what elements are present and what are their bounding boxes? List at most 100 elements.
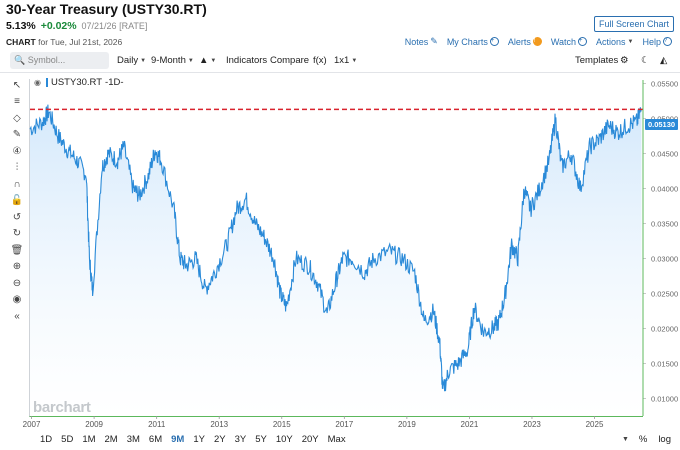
- dark-mode-icon[interactable]: ☾: [641, 55, 650, 66]
- layout-dropdown[interactable]: 1x1 ▼: [334, 55, 357, 66]
- fib-icon[interactable]: ④: [12, 145, 22, 157]
- zoom-in-icon[interactable]: ⊕: [12, 261, 22, 273]
- templates-button[interactable]: Templates: [575, 55, 619, 66]
- redo-icon[interactable]: ↻: [12, 228, 22, 240]
- pen-icon[interactable]: ✎: [12, 129, 22, 141]
- chevron-down-icon[interactable]: ▼: [622, 436, 629, 443]
- range-5d[interactable]: 5D: [61, 434, 74, 445]
- range-3m[interactable]: 3M: [126, 434, 140, 445]
- range-2m[interactable]: 2M: [104, 434, 118, 445]
- chart-frame[interactable]: [29, 79, 643, 417]
- collapse-icon[interactable]: «: [14, 310, 20, 322]
- range-6m[interactable]: 6M: [148, 434, 163, 445]
- my-charts-link[interactable]: My Charts +: [447, 37, 499, 47]
- range-2y[interactable]: 2Y: [213, 434, 226, 445]
- x-tick-label: 2025: [586, 420, 604, 429]
- zoom-out-icon[interactable]: ⊖: [12, 277, 22, 289]
- shapes-icon[interactable]: ◇: [13, 112, 21, 124]
- range-1d[interactable]: 1D: [40, 434, 53, 445]
- plus-icon: +: [578, 37, 588, 46]
- chart-legend[interactable]: ◉ USTY30.RT -1D-: [34, 77, 124, 88]
- help-icon: ?: [663, 37, 672, 46]
- gear-icon[interactable]: ⚙: [620, 55, 629, 66]
- chart-label: CHART: [6, 37, 36, 47]
- period-dropdown[interactable]: 9-Month ▼: [151, 55, 194, 66]
- range-max[interactable]: Max: [327, 434, 346, 445]
- magnet-icon[interactable]: ∩: [13, 178, 21, 190]
- pattern-icon[interactable]: ⫶: [15, 162, 19, 174]
- trash-icon[interactable]: 🗑: [10, 244, 24, 256]
- alerts-label: Alerts: [507, 36, 531, 47]
- top-links: Notes ✎ My Charts + Alerts! Watch + Actions…: [405, 36, 672, 47]
- x-tick-label: 2023: [523, 420, 541, 429]
- search-icon: 🔍: [14, 55, 26, 65]
- help-link[interactable]: Help?: [642, 37, 672, 47]
- period-label: 9-Month: [151, 55, 186, 66]
- watch-link[interactable]: Watch +: [550, 36, 588, 47]
- range-5y[interactable]: 5Y: [255, 434, 267, 445]
- x-tick-label: 2009: [85, 420, 103, 429]
- fullscreen-button[interactable]: Full Screen Chart: [593, 16, 674, 32]
- quote-meta: 07/21/26 [RATE]: [81, 21, 148, 31]
- y-tick-label: 0.03500: [651, 220, 678, 229]
- function-button[interactable]: f(x): [313, 55, 327, 66]
- y-tick-label: 0.05500: [651, 80, 678, 89]
- crosshair-icon[interactable]: ↖: [12, 79, 22, 91]
- theme-icon[interactable]: ◭: [660, 55, 668, 66]
- quote-line: 5.13% +0.02% 07/21/26 [RATE]: [6, 20, 147, 32]
- range-3y[interactable]: 3Y: [234, 434, 247, 445]
- help-label: Help: [642, 36, 661, 47]
- chart-type-dropdown[interactable]: ▲ ▼: [199, 55, 216, 66]
- range-20y[interactable]: 20Y: [301, 434, 319, 445]
- x-tick-label: 2013: [210, 420, 228, 429]
- change-value: +0.02%: [40, 20, 77, 32]
- range-9m[interactable]: 9M: [171, 434, 185, 445]
- y-tick-label: 0.02500: [651, 290, 678, 299]
- chevron-down-icon: ▼: [351, 57, 358, 64]
- actions-menu[interactable]: Actions ▼: [596, 37, 633, 47]
- range-10y[interactable]: 10Y: [275, 434, 293, 445]
- y-tick-label: 0.01500: [651, 360, 678, 369]
- chart-date-line: CHART for Tue, Jul 21st, 2026: [6, 37, 122, 47]
- symbol-search-input[interactable]: 🔍 Symbol...: [10, 52, 109, 69]
- layout-label: 1x1: [334, 55, 350, 66]
- alert-icon: !: [532, 37, 542, 46]
- chevron-down-icon: ▼: [210, 57, 217, 64]
- eye-icon[interactable]: ◉: [34, 78, 41, 87]
- y-tick-label: 0.04000: [651, 185, 678, 194]
- area-chart-icon: ▲: [199, 55, 209, 66]
- watch-label: Watch: [550, 36, 577, 47]
- range-1y[interactable]: 1Y: [193, 434, 205, 445]
- toolbar-divider: [0, 72, 680, 73]
- y-tick-label: 0.04500: [651, 150, 678, 159]
- notes-link[interactable]: Notes ✎: [405, 36, 438, 47]
- actions-label: Actions: [596, 36, 626, 47]
- chevron-down-icon: ▼: [627, 38, 634, 45]
- price-area-fill: [30, 104, 642, 416]
- notes-label: Notes: [404, 36, 429, 47]
- edit-icon: ✎: [430, 36, 438, 46]
- barchart-logo: barchart: [33, 399, 91, 416]
- undo-icon[interactable]: ↺: [12, 211, 22, 223]
- interval-dropdown[interactable]: Daily ▼: [117, 55, 146, 66]
- lock-icon[interactable]: 🔓: [10, 195, 24, 207]
- x-tick-label: 2011: [148, 420, 166, 429]
- range-1m[interactable]: 1M: [82, 434, 96, 445]
- drawing-tools: ↖ ≡ ◇ ✎ ④ ⫶ ∩ 🔓 ↺ ↻ 🗑 ⊕ ⊖ ◉ «: [6, 77, 28, 325]
- log-toggle[interactable]: log: [658, 434, 671, 445]
- eye-icon[interactable]: ◉: [12, 294, 22, 306]
- lines-icon[interactable]: ≡: [14, 96, 20, 108]
- compare-button[interactable]: Compare: [270, 55, 310, 66]
- x-tick-label: 2019: [398, 420, 416, 429]
- chevron-down-icon: ▼: [187, 57, 194, 64]
- x-tick-label: 2017: [335, 420, 353, 429]
- percent-toggle[interactable]: %: [638, 434, 648, 445]
- indicators-button[interactable]: Indicators: [226, 55, 268, 66]
- series-swatch: [45, 78, 48, 87]
- alerts-link[interactable]: Alerts!: [508, 37, 542, 47]
- interval-label: Daily: [117, 55, 139, 66]
- legend-interval: -1D-: [105, 77, 124, 88]
- x-tick-label: 2007: [23, 420, 41, 429]
- x-tick-label: 2015: [273, 420, 291, 429]
